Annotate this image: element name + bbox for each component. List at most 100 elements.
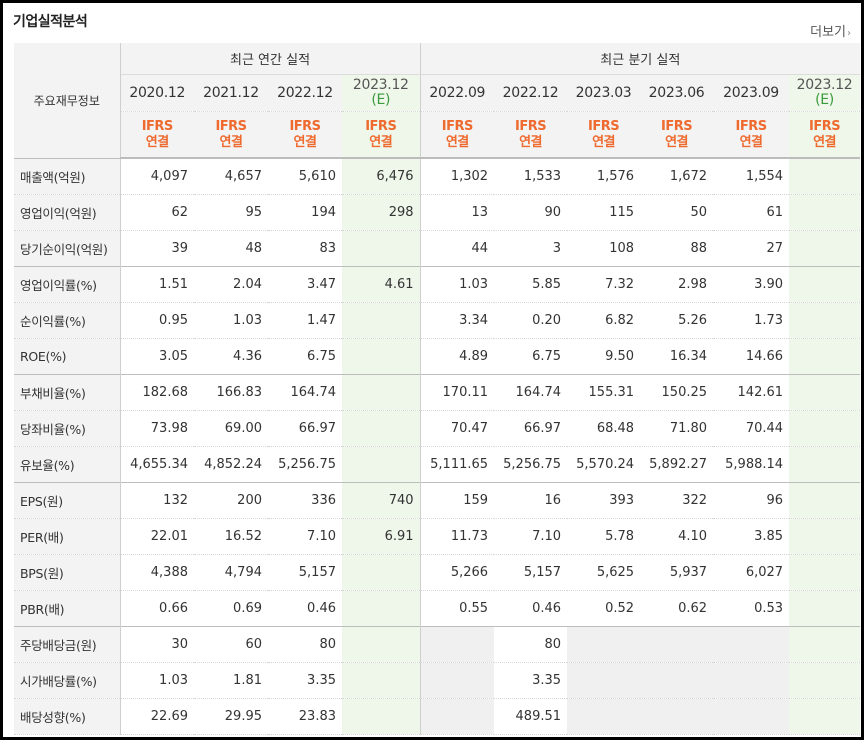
row-label: BPS(원)	[14, 554, 121, 591]
annual-value-cell: 4.61	[342, 266, 421, 303]
annual-value-cell: 4,655.34	[120, 446, 194, 483]
quarter-value-cell: 159	[420, 482, 495, 519]
quarter-value-cell: 393	[567, 482, 641, 519]
table-row: 영업이익률(%) 1.51 2.04 3.47 4.61 1.03 5.85 7.32 2.98…	[14, 266, 861, 303]
annual-value-cell: 6,476	[342, 157, 421, 195]
period-header: 2020.12	[120, 74, 194, 112]
basis-consolidated-label: 연결	[219, 134, 243, 150]
quarter-value-cell: 11.73	[420, 518, 495, 555]
annual-value-cell: 23.83	[268, 698, 342, 735]
table-row: 부채비율(%) 182.68 166.83 164.74 170.11 164.74 155…	[14, 374, 861, 411]
table-row: PER(배) 22.01 16.52 7.10 6.91 11.73 7.10 5.78 4.1…	[14, 518, 861, 555]
annual-value-cell: 30	[120, 626, 194, 663]
quarter-value-cell: 150.25	[640, 374, 714, 411]
quarter-value-cell: 5,570.24	[567, 446, 641, 483]
quarter-value-cell	[789, 410, 861, 447]
annual-value-cell: 5,157	[268, 554, 342, 591]
quarter-value-cell: 164.74	[494, 374, 568, 411]
annual-value-cell: 336	[268, 482, 342, 519]
annual-value-cell: 1.47	[268, 302, 342, 339]
basis-ifrs-label: IFRS	[365, 118, 397, 134]
basis-ifrs-label: IFRS	[735, 118, 767, 134]
annual-value-cell: 4,097	[120, 157, 194, 195]
quarter-value-cell: 4.89	[420, 338, 495, 375]
more-link[interactable]: 더보기›	[810, 21, 851, 40]
quarter-value-cell: 155.31	[567, 374, 641, 411]
row-header-label: 주요재무정보	[14, 43, 121, 159]
table-row: 배당성향(%) 22.69 29.95 23.83 489.51	[14, 698, 861, 735]
annual-value-cell: 16.52	[194, 518, 268, 555]
row-label: 당좌비율(%)	[14, 410, 121, 447]
basis-ifrs-label: IFRS	[441, 118, 474, 134]
quarter-value-cell	[789, 194, 861, 231]
table-row: 당기순이익(억원) 39 48 83 44 3 108 88 27	[14, 230, 861, 267]
annual-value-cell: 3.05	[120, 338, 194, 375]
period-header: 2022.12	[494, 74, 568, 112]
quarter-value-cell: 322	[640, 482, 714, 519]
period-header-row: 2020.12 2021.12 2022.12 2023.12 (E) 2022…	[14, 74, 861, 112]
basis-consolidated-label: 연결	[369, 134, 393, 150]
quarter-value-cell	[789, 698, 861, 735]
annual-value-cell: 4,852.24	[194, 446, 268, 483]
table-row: 유보율(%) 4,655.34 4,852.24 5,256.75 5,111.65 5,…	[14, 446, 861, 483]
basis-ifrs-label: IFRS	[141, 118, 174, 134]
basis-header: IFRS 연결	[640, 111, 714, 159]
quarter-value-cell: 3.34	[420, 302, 495, 339]
quarter-value-cell: 4.10	[640, 518, 714, 555]
quarter-value-cell	[420, 698, 495, 735]
annual-value-cell: 7.10	[268, 518, 342, 555]
annual-value-cell: 194	[268, 194, 342, 231]
quarter-value-cell: 80	[494, 626, 568, 663]
row-label: 영업이익률(%)	[14, 266, 121, 303]
quarter-value-cell: 170.11	[420, 374, 495, 411]
annual-value-cell	[342, 554, 421, 591]
annual-value-cell	[342, 302, 421, 339]
table-row: EPS(원) 132 200 336 740 159 16 393 322 96	[14, 482, 861, 519]
quarter-value-cell	[713, 626, 790, 663]
quarter-value-cell: 2.98	[640, 266, 714, 303]
table-row: 시가배당률(%) 1.03 1.81 3.35 3.35	[14, 662, 861, 699]
table-row: 매출액(억원) 4,097 4,657 5,610 6,476 1,302 1,533 1,5…	[14, 157, 861, 195]
annual-value-cell	[342, 410, 421, 447]
panel-title: 기업실적분석	[13, 14, 88, 30]
annual-value-cell: 39	[120, 230, 194, 267]
annual-value-cell: 80	[268, 626, 342, 663]
quarter-value-cell	[420, 662, 495, 699]
quarter-value-cell	[789, 446, 861, 483]
quarter-value-cell	[789, 482, 861, 519]
annual-value-cell	[342, 590, 421, 627]
annual-value-cell: 60	[194, 626, 268, 663]
quarter-value-cell: 61	[713, 194, 790, 231]
annual-value-cell: 1.51	[120, 266, 194, 303]
annual-value-cell	[342, 698, 421, 735]
annual-value-cell: 73.98	[120, 410, 194, 447]
annual-value-cell: 0.95	[120, 302, 194, 339]
quarter-value-cell: 3.90	[713, 266, 790, 303]
quarter-value-cell: 6.75	[494, 338, 568, 375]
annual-value-cell: 95	[194, 194, 268, 231]
quarter-value-cell	[567, 698, 641, 735]
table-row: 영업이익(억원) 62 95 194 298 13 90 115 50 61	[14, 194, 861, 231]
basis-header: IFRS 연결	[342, 111, 421, 159]
row-label: 영업이익(억원)	[14, 194, 121, 231]
quarter-value-cell: 1.73	[713, 302, 790, 339]
annual-value-cell: 4,794	[194, 554, 268, 591]
quarter-value-cell: 90	[494, 194, 568, 231]
quarter-value-cell: 5,988.14	[713, 446, 790, 483]
quarter-value-cell	[789, 338, 861, 375]
quarter-value-cell: 5,892.27	[640, 446, 714, 483]
annual-value-cell: 182.68	[120, 374, 194, 411]
quarter-value-cell: 1,302	[420, 157, 495, 195]
annual-value-cell: 3.35	[268, 662, 342, 699]
quarter-value-cell: 115	[567, 194, 641, 231]
row-label: 매출액(억원)	[14, 157, 121, 195]
annual-group-header: 최근 연간 실적	[120, 43, 421, 75]
period-header-estimate: 2023.12 (E)	[789, 74, 861, 112]
annual-value-cell: 132	[120, 482, 194, 519]
annual-value-cell: 166.83	[194, 374, 268, 411]
quarter-value-cell	[789, 266, 861, 303]
annual-value-cell: 69.00	[194, 410, 268, 447]
quarter-value-cell	[789, 230, 861, 267]
basis-header: IFRS 연결	[120, 111, 194, 159]
